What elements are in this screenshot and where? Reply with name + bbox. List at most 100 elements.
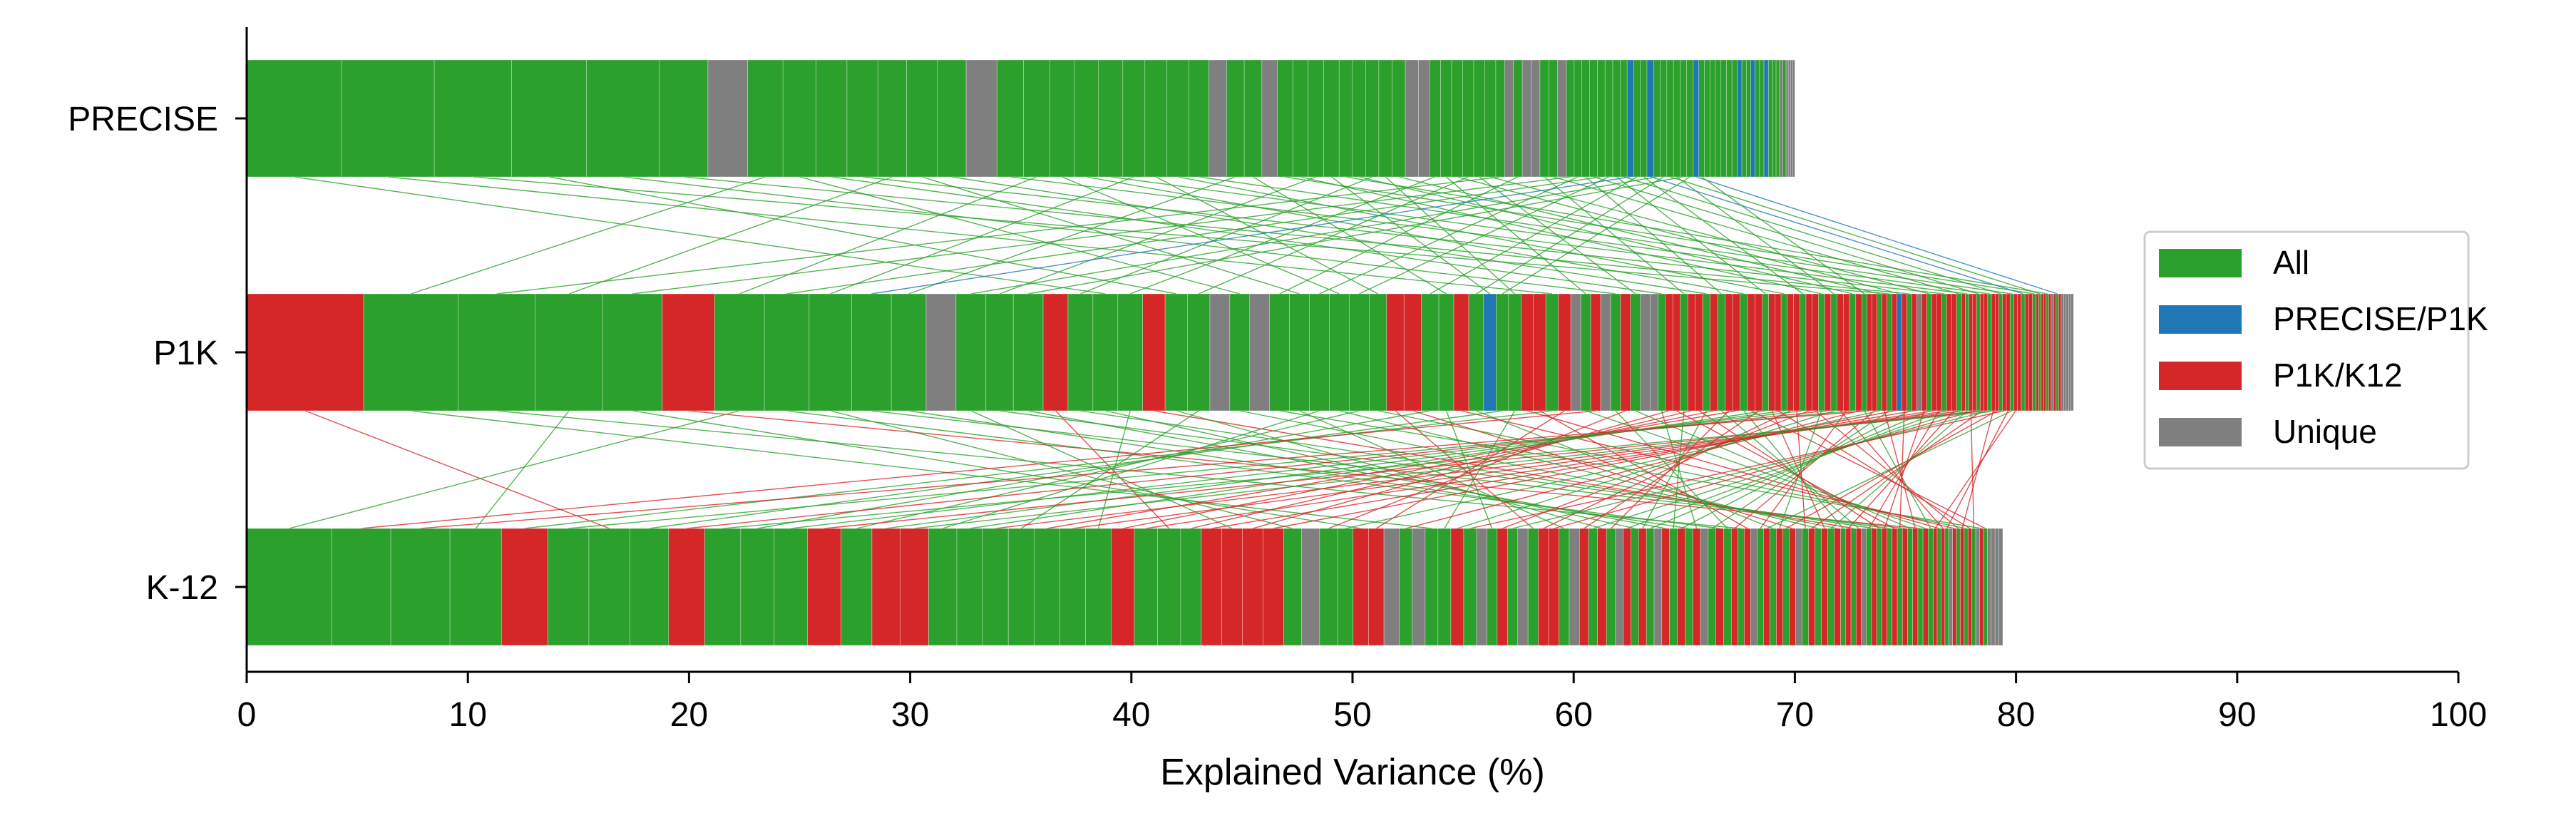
bar-segment-k12-44: [1476, 528, 1487, 646]
bar-segment-precise-47: [1513, 59, 1523, 178]
bar-segment-k12-112: [1948, 528, 1953, 646]
bar-segment-p1k-94: [1916, 293, 1922, 412]
legend-swatch-all: [2159, 249, 2242, 277]
bar-segment-k12-34: [1337, 528, 1354, 646]
bar-segment-k12-107: [1928, 528, 1934, 646]
link-p1k-k12-96: [1554, 410, 1975, 529]
bar-segment-k12-118: [1971, 528, 1976, 646]
bar-segment-k12-51: [1548, 528, 1559, 646]
bar-segment-p1k-48: [1610, 293, 1621, 412]
bar-segment-k12-92: [1850, 528, 1857, 646]
link-precise-p1k-58: [1676, 176, 1834, 295]
bar-segment-precise-36: [1392, 59, 1406, 178]
link-precise-p1k-55: [970, 176, 1658, 295]
bar-segment-p1k-102: [1956, 293, 1962, 412]
link-precise-p1k-62: [1701, 176, 1865, 295]
link-p1k-k12-33: [1476, 410, 1774, 529]
bar-segment-k12-32: [1301, 528, 1320, 646]
bar-segment-k12-86: [1815, 528, 1822, 646]
x-tick-label: 50: [1333, 696, 1371, 734]
bar-segment-k12-38: [1399, 528, 1413, 646]
x-tick-label: 40: [1112, 696, 1150, 734]
bar-segment-k12-73: [1730, 528, 1738, 646]
bar-segment-p1k-130: [2053, 293, 2057, 412]
bar-segment-k12-52: [1559, 528, 1570, 646]
bar-segment-precise-34: [1365, 59, 1380, 178]
bar-segment-p1k-9: [851, 293, 892, 412]
legend-swatch-unique: [2159, 418, 2242, 446]
link-precise-p1k-43: [632, 176, 1571, 295]
link-p1k-k12-41: [361, 410, 1596, 529]
bar-segment-k12-72: [1723, 528, 1732, 646]
bar-segment-p1k-67: [1762, 293, 1769, 412]
bar-segment-p1k-103: [1961, 293, 1966, 412]
bar-segment-p1k-30: [1369, 293, 1387, 412]
link-p1k-k12-2: [496, 410, 1741, 529]
bar-segment-k12-74: [1737, 528, 1745, 646]
bar-segment-k12-99: [1887, 528, 1893, 646]
link-p1k-k12-107: [1934, 410, 2016, 529]
bar-segment-p1k-126: [2043, 293, 2047, 412]
bar-segment-k12-53: [1569, 528, 1580, 646]
bar-segment-k12-88: [1827, 528, 1834, 646]
link-p1k-k12-17: [1097, 410, 1131, 529]
bar-segment-precise-86: [1767, 59, 1773, 178]
bar-segment-p1k-12: [955, 293, 987, 412]
bar-segment-p1k-124: [2038, 293, 2042, 412]
bar-segment-k12-21: [1059, 528, 1086, 646]
link-p1k-k12-95: [1970, 410, 1975, 529]
bar-segment-p1k-24: [1249, 293, 1271, 412]
x-tick-label: 60: [1555, 696, 1593, 734]
bar-segment-k12-11: [774, 528, 809, 646]
bar-segment-p1k-45: [1580, 293, 1591, 412]
link-precise-p1k-6: [411, 176, 766, 295]
bar-segment-k12-102: [1902, 528, 1908, 646]
bar-segment-k12-4: [501, 528, 548, 646]
bar-segment-k12-84: [1802, 528, 1809, 646]
link-precise-p1k-47: [786, 176, 1601, 295]
link-precise-p1k-0: [294, 176, 1106, 295]
bar-segment-p1k-98: [1936, 293, 1942, 412]
bar-segment-precise-16: [1023, 59, 1051, 178]
bar-segment-p1k-74: [1805, 293, 1813, 412]
bar-segment-p1k-40: [1520, 293, 1534, 412]
link-p1k-k12-54: [1611, 410, 1730, 529]
bar-segment-k12-78: [1763, 528, 1770, 646]
bar-segment-k12-95: [1866, 528, 1872, 646]
bar-segment-p1k-115: [2006, 293, 2011, 412]
bar-segment-p1k-71: [1787, 293, 1794, 412]
bar-segment-p1k-35: [1453, 293, 1469, 412]
bar-segment-precise-42: [1462, 59, 1474, 178]
link-precise-p1k-12: [951, 176, 1707, 295]
bar-segment-precise-10: [846, 59, 878, 178]
bar-segment-k12-43: [1463, 528, 1477, 646]
bar-segment-k12-75: [1744, 528, 1751, 646]
y-tick-label: PRECISE: [68, 101, 218, 138]
bar-segment-k12-13: [841, 528, 873, 646]
link-p1k-k12-11: [970, 410, 1233, 529]
bar-segment-precise-90: [1782, 59, 1787, 178]
x-axis-title: Explained Variance (%): [1160, 752, 1545, 793]
bar-segment-p1k-88: [1887, 293, 1892, 412]
bar-segment-k12-39: [1412, 528, 1426, 646]
bar-segment-p1k-85: [1872, 293, 1877, 412]
bar-segment-precise-44: [1484, 59, 1497, 178]
bar-segment-k12-7: [630, 528, 669, 646]
bar-segment-precise-21: [1144, 59, 1168, 178]
bar-segment-precise-84: [1759, 59, 1765, 178]
link-precise-p1k-36: [1198, 176, 1469, 295]
bar-segment-p1k-105: [1969, 293, 1974, 412]
bar-segment-p1k-25: [1269, 293, 1290, 412]
bar-segment-p1k-113: [1998, 293, 2003, 412]
bar-segment-precise-25: [1226, 59, 1245, 178]
bar-segment-p1k-16: [1067, 293, 1094, 412]
bar-segment-precise-0: [246, 59, 342, 178]
bar-segment-p1k-76: [1818, 293, 1825, 412]
link-precise-p1k-25: [1300, 176, 1822, 295]
link-p1k-k12-63: [1543, 410, 1791, 529]
legend-frame: [2143, 230, 2470, 470]
link-p1k-k12-36: [1526, 410, 1939, 529]
legend-label: Unique: [2273, 413, 2377, 450]
bar-segment-p1k-131: [2056, 293, 2059, 412]
link-p1k-k12-39: [1375, 410, 1565, 529]
